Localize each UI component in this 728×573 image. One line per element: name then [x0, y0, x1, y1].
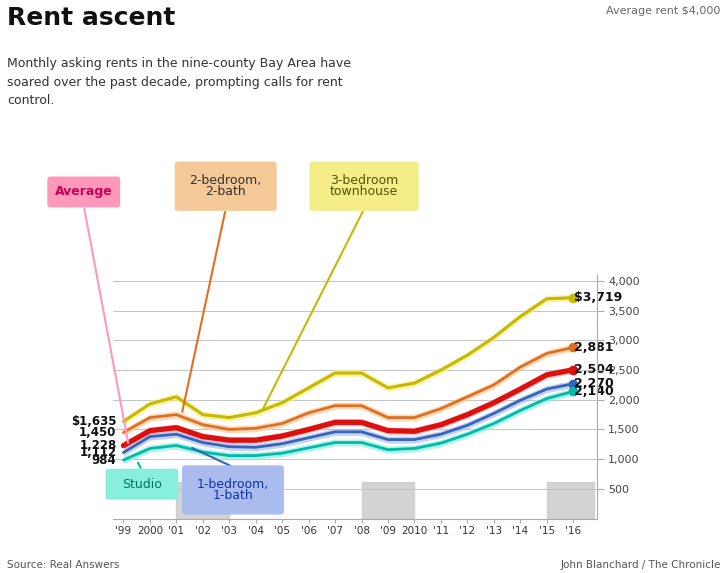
Text: 984: 984: [92, 454, 116, 466]
Text: Studio: Studio: [122, 478, 162, 490]
Bar: [176, 482, 229, 519]
Text: 2-bedroom,: 2-bedroom,: [189, 174, 262, 187]
Text: Rent ascent: Rent ascent: [7, 6, 175, 30]
Text: 1,450: 1,450: [79, 426, 116, 439]
Text: Source: Real Answers: Source: Real Answers: [7, 560, 119, 570]
Bar: [547, 482, 594, 519]
Text: 2,270: 2,270: [574, 377, 614, 390]
Text: 1-bedroom,: 1-bedroom,: [197, 478, 269, 490]
Text: 2,881: 2,881: [574, 341, 614, 354]
Text: Monthly asking rents in the nine-county Bay Area have
soared over the past decad: Monthly asking rents in the nine-county …: [7, 57, 352, 107]
Text: 2,140: 2,140: [574, 385, 614, 398]
Text: 1,112: 1,112: [79, 446, 116, 459]
Text: townhouse: townhouse: [330, 186, 398, 198]
Text: Average rent $4,000: Average rent $4,000: [606, 6, 721, 15]
Text: 3-bedroom: 3-bedroom: [330, 174, 398, 187]
Bar: [362, 482, 414, 519]
Text: 1,228: 1,228: [79, 439, 116, 452]
Text: $1,635: $1,635: [71, 415, 116, 428]
Text: $3,719: $3,719: [574, 291, 622, 304]
Text: 2,504: 2,504: [574, 363, 614, 376]
Text: 2-bath: 2-bath: [205, 186, 246, 198]
Text: Average: Average: [55, 186, 113, 198]
Text: John Blanchard / The Chronicle: John Blanchard / The Chronicle: [561, 560, 721, 570]
Text: 1-bath: 1-bath: [213, 489, 253, 502]
